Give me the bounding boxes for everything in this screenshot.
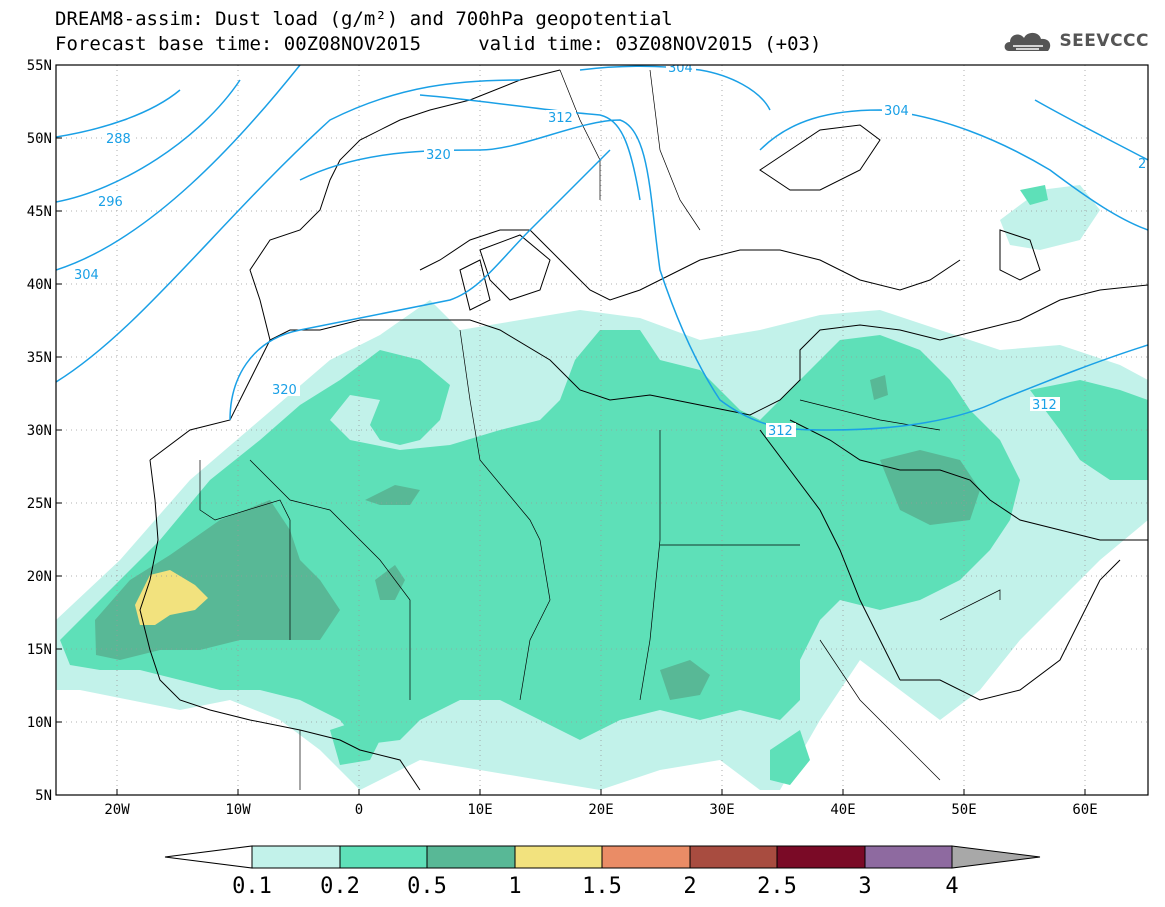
colorbar-box (864, 845, 953, 869)
legend-label: 4 (945, 874, 958, 899)
dust-level-1 (135, 570, 208, 625)
colorbar-box (514, 845, 603, 869)
lat-label: 55N (27, 58, 52, 74)
tick-marks (56, 64, 1086, 796)
colorbar: 0.1 0.2 0.5 1 1.5 2 2.5 3 4 (164, 845, 1041, 899)
colorbar-box (776, 845, 866, 869)
lon-label: 0 (355, 802, 363, 818)
legend-label: 0.5 (407, 874, 447, 899)
colorbar-box (339, 845, 428, 869)
longitude-labels: 20W 10W 0 10E 20E 30E 40E 50E 60E (104, 802, 1097, 818)
lon-label: 10W (225, 802, 251, 818)
colorbar-low-arrow (164, 845, 253, 869)
lon-label: 30E (709, 802, 734, 818)
lat-label: 40N (27, 277, 52, 293)
colorbar-box (689, 845, 778, 869)
contour-label-edge: 2 (1138, 157, 1146, 172)
lon-label: 20W (104, 802, 130, 818)
legend-label: 0.1 (232, 874, 272, 899)
contour-label-312-east: 312 (1032, 398, 1057, 413)
lat-label: 30N (27, 423, 52, 439)
contour-label-312-mid: 312 (768, 424, 793, 439)
contour-label-304: 304 (74, 268, 99, 283)
lon-label: 40E (830, 802, 855, 818)
contour-label-296: 296 (98, 195, 123, 210)
latitude-labels: 55N 50N 45N 40N 35N 30N 25N 20N 15N 10N … (27, 58, 52, 804)
lon-label: 60E (1072, 802, 1097, 818)
legend-label: 1.5 (582, 874, 622, 899)
legend-label: 1 (508, 874, 521, 899)
contour-label-312: 312 (548, 111, 573, 126)
lat-label: 5N (35, 788, 52, 804)
lat-label: 10N (27, 715, 52, 731)
graticule (56, 65, 1148, 795)
lon-label: 10E (467, 802, 492, 818)
legend-label: 2.5 (757, 874, 797, 899)
legend-label: 0.2 (320, 874, 360, 899)
coastlines (139, 69, 1148, 791)
lat-label: 35N (27, 350, 52, 366)
contour-label-304-east: 304 (884, 104, 909, 119)
lat-label: 50N (27, 131, 52, 147)
lon-label: 50E (951, 802, 976, 818)
lat-label: 15N (27, 642, 52, 658)
contour-label-288: 288 (106, 132, 131, 147)
lat-label: 25N (27, 496, 52, 512)
contour-label-320: 320 (426, 148, 451, 163)
map-title: DREAM8-assim: Dust load (g/m²) and 700hP… (55, 8, 673, 30)
lon-label: 20E (588, 802, 613, 818)
cloud-logo-icon (1005, 32, 1051, 51)
legend-label: 3 (858, 874, 871, 899)
colorbar-box (251, 845, 341, 869)
legend-label: 2 (683, 874, 696, 899)
map-subtitle: Forecast base time: 00Z08NOV2015 valid t… (55, 33, 822, 55)
colorbar-high-arrow (951, 845, 1041, 869)
colorbar-box (426, 845, 516, 869)
contour-labels: 288 296 304 320 312 304 304 320 312 312 … (72, 61, 1146, 439)
lat-label: 45N (27, 204, 52, 220)
lat-label: 20N (27, 569, 52, 585)
country-borders (199, 69, 1001, 790)
logo: SEEVCCC (1001, 26, 1149, 56)
geopotential-contours (56, 65, 1148, 431)
contour-label-304-top: 304 (668, 61, 693, 76)
logo-text: SEEVCCC (1059, 31, 1149, 51)
contour-label-320-west: 320 (272, 383, 297, 398)
colorbar-box (601, 845, 691, 869)
